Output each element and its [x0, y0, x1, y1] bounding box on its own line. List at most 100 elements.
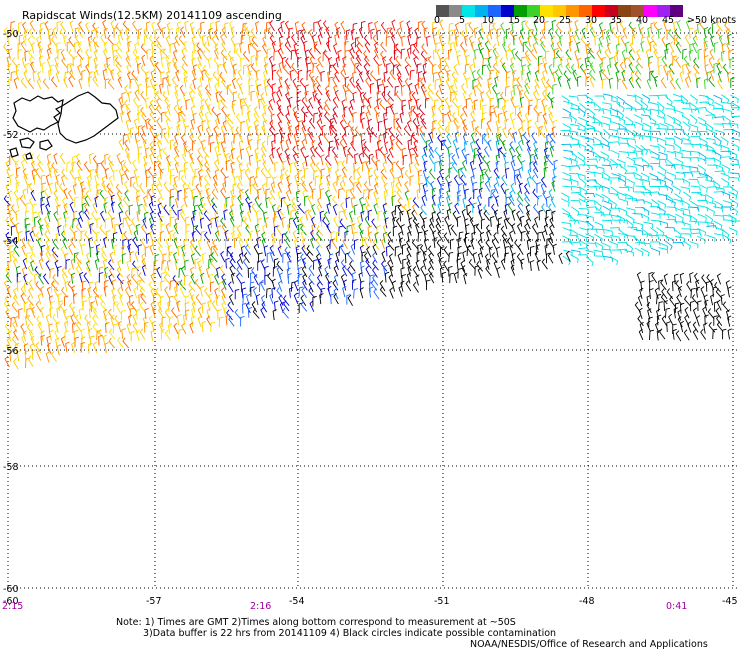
wind-barb — [624, 172, 636, 177]
wind-barb — [682, 48, 687, 60]
wind-barb — [316, 230, 323, 241]
wind-barb — [327, 167, 333, 179]
wind-barb — [724, 21, 731, 33]
wind-barb — [482, 155, 489, 167]
wind-barb — [692, 63, 700, 75]
wind-barb — [438, 83, 443, 95]
wind-barb — [327, 36, 333, 48]
wind-barb — [214, 230, 220, 242]
wind-barb — [406, 47, 412, 59]
wind-barb — [681, 178, 691, 187]
wind-barb — [675, 171, 686, 178]
wind-barb — [46, 335, 51, 347]
wind-barb — [216, 225, 222, 237]
wind-barb — [173, 41, 178, 53]
wind-barb — [673, 150, 683, 158]
wind-barb — [214, 273, 220, 285]
wind-barb — [7, 204, 12, 216]
wind-barb — [408, 98, 413, 110]
wind-barb — [462, 90, 467, 103]
wind-barb — [300, 175, 306, 187]
wind-barb — [549, 145, 555, 158]
wind-barb — [126, 132, 132, 144]
wind-barb — [211, 300, 218, 312]
wind-barb — [87, 217, 92, 229]
wind-barb — [50, 301, 55, 312]
wind-barb — [697, 156, 707, 165]
wind-barb — [695, 315, 701, 327]
wind-barb — [47, 42, 52, 55]
wind-barb — [350, 55, 356, 67]
wind-barb — [579, 227, 589, 235]
wind-barb — [602, 177, 612, 185]
wind-barb — [415, 274, 420, 286]
wind-barb — [136, 209, 141, 222]
wind-barb — [12, 258, 18, 270]
wind-barb — [437, 28, 443, 40]
wind-barb — [477, 238, 484, 251]
wind-barb — [37, 321, 43, 334]
wind-barb — [294, 238, 299, 250]
wind-barb — [345, 197, 350, 208]
wind-barb — [286, 175, 291, 187]
wind-barb — [463, 273, 468, 285]
wind-barb — [709, 69, 715, 81]
wind-barb — [15, 167, 21, 178]
wind-barb — [308, 97, 314, 109]
wind-barb — [468, 258, 476, 270]
wind-barb — [446, 195, 451, 207]
wind-barb — [140, 43, 148, 55]
wind-barb — [361, 105, 366, 116]
wind-barb — [266, 48, 272, 59]
wind-barb — [178, 35, 186, 47]
wind-barb — [705, 95, 714, 105]
wind-barb — [673, 198, 683, 206]
wind-barb — [253, 176, 258, 188]
wind-barb — [29, 343, 34, 355]
wind-barb — [205, 266, 211, 279]
wind-barb — [572, 69, 578, 81]
wind-barb — [594, 34, 599, 46]
wind-barb — [293, 292, 299, 304]
wind-barb — [672, 328, 677, 340]
wind-barb — [578, 186, 588, 196]
wind-barb — [414, 162, 420, 174]
wind-barb — [247, 42, 253, 54]
wind-barb — [372, 238, 380, 250]
wind-barb — [552, 83, 557, 95]
wind-barb — [250, 28, 257, 39]
wind-barb — [74, 336, 80, 348]
wind-barb — [428, 141, 434, 153]
wind-barb — [383, 264, 388, 277]
wind-barb — [124, 286, 131, 298]
wind-barb — [88, 307, 94, 319]
wind-barb — [373, 288, 380, 300]
wind-barb — [215, 295, 220, 307]
wind-barb — [368, 286, 374, 298]
wind-barb — [616, 21, 621, 33]
wind-barb — [428, 252, 434, 264]
wind-barb — [411, 132, 419, 143]
wind-barb — [657, 108, 666, 119]
wind-barb — [264, 265, 269, 277]
wind-barb — [594, 95, 605, 101]
wind-barb — [614, 61, 620, 73]
wind-barb — [621, 78, 628, 90]
wind-barb — [542, 112, 548, 125]
wind-barb — [35, 167, 41, 180]
wind-barb — [474, 265, 480, 276]
wind-barb — [363, 63, 370, 75]
wind-barb — [343, 106, 348, 118]
wind-barb — [342, 145, 348, 157]
wind-barb — [347, 266, 354, 278]
wind-barb — [237, 194, 244, 206]
wind-barb — [594, 206, 603, 217]
wind-barb — [219, 265, 227, 276]
wind-barb — [666, 150, 677, 158]
wind-barb — [87, 180, 92, 192]
wind-barb — [728, 227, 738, 236]
wind-barb — [180, 204, 186, 216]
wind-barb — [11, 57, 19, 68]
wind-barb — [718, 34, 724, 47]
wind-barb — [214, 169, 220, 181]
